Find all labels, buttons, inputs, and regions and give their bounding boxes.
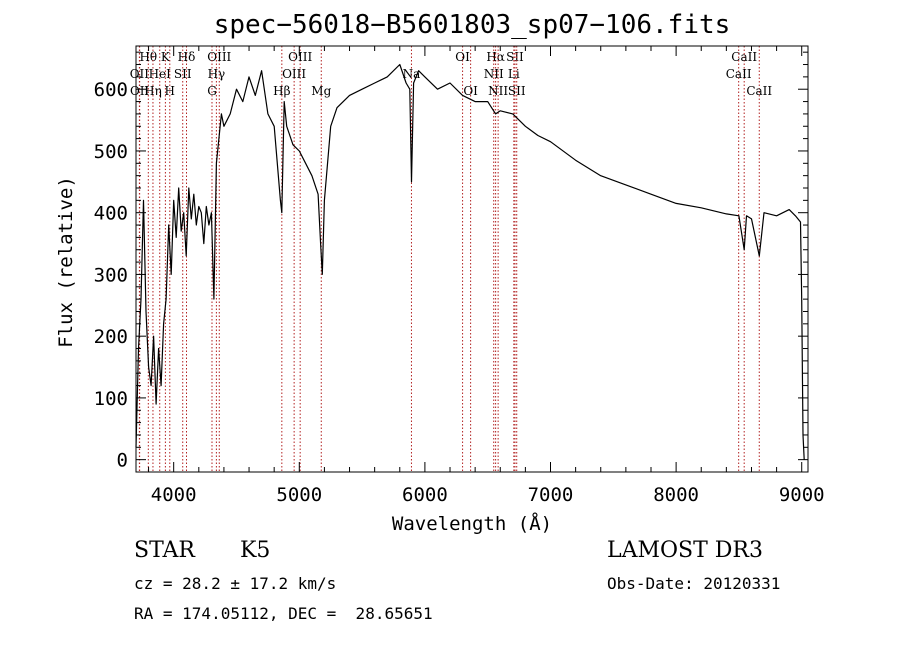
coordinates: RA = 174.05112, DEC = 28.65651 bbox=[134, 604, 433, 623]
y-axis-label: Flux (relative) bbox=[55, 176, 77, 348]
line-label-26: CaII bbox=[726, 67, 752, 81]
x-tick-label-5: 9000 bbox=[779, 484, 825, 506]
x-tick-label-3: 7000 bbox=[528, 484, 574, 506]
line-label-19: Hα bbox=[486, 50, 505, 64]
line-label-22: SII bbox=[506, 50, 524, 64]
line-label-21: NII bbox=[488, 84, 508, 98]
line-label-24: SII bbox=[508, 84, 526, 98]
line-label-10: Hγ bbox=[208, 67, 226, 81]
chart-title: spec−56018−B5601803_sp07−106.fits bbox=[214, 10, 731, 40]
line-label-25: CaII bbox=[731, 50, 757, 64]
line-label-0: Hθ bbox=[139, 50, 157, 64]
y-tick-label-0: 0 bbox=[117, 450, 128, 472]
line-label-4: HeI bbox=[149, 67, 172, 81]
line-label-3: K bbox=[161, 50, 171, 64]
y-tick-label-1: 100 bbox=[94, 388, 128, 410]
x-axis-label: Wavelength (Å) bbox=[392, 512, 552, 535]
line-label-17: OI bbox=[455, 50, 470, 64]
line-label-18: OI bbox=[463, 84, 478, 98]
y-tick-label-4: 400 bbox=[94, 203, 128, 225]
plot-frame bbox=[135, 45, 809, 473]
line-label-13: OIII bbox=[282, 67, 306, 81]
x-tick-label-4: 8000 bbox=[653, 484, 699, 506]
line-label-12: OIII bbox=[288, 50, 312, 64]
line-label-23: Li bbox=[508, 67, 520, 81]
line-label-15: Mg bbox=[311, 84, 331, 98]
line-label-20: NII bbox=[484, 67, 504, 81]
survey-name: LAMOST DR3 bbox=[607, 538, 763, 563]
line-label-5: Hη bbox=[144, 84, 162, 98]
y-tick-label-5: 500 bbox=[94, 141, 128, 163]
x-tick-label-0: 4000 bbox=[151, 484, 197, 506]
line-label-11: G bbox=[207, 84, 217, 98]
line-label-7: SII bbox=[174, 67, 192, 81]
line-label-2: OII bbox=[130, 84, 150, 98]
y-tick-label-6: 600 bbox=[94, 79, 128, 101]
x-tick-label-1: 5000 bbox=[276, 484, 322, 506]
redshift-velocity: cz = 28.2 ± 17.2 km/s bbox=[134, 574, 337, 593]
line-label-14: Hβ bbox=[273, 84, 290, 98]
observation-date: Obs-Date: 20120331 bbox=[607, 574, 781, 593]
y-tick-label-2: 200 bbox=[94, 326, 128, 348]
y-tick-label-3: 300 bbox=[94, 264, 128, 286]
spectrum-line bbox=[135, 63, 805, 460]
line-label-6: Hδ bbox=[178, 50, 196, 64]
object-class: STAR bbox=[134, 538, 195, 563]
x-tick-label-2: 6000 bbox=[402, 484, 448, 506]
line-label-27: CaII bbox=[746, 84, 772, 98]
subclass: K5 bbox=[240, 538, 271, 563]
line-label-8: H bbox=[165, 84, 175, 98]
line-label-9: OIII bbox=[207, 50, 231, 64]
